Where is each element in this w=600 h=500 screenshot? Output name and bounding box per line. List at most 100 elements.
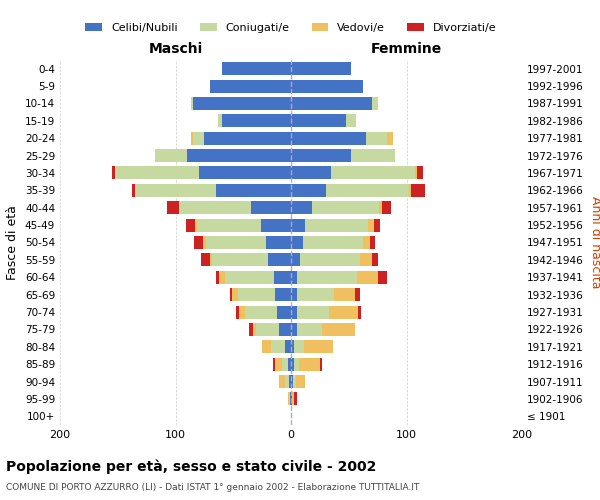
Bar [299, 358, 320, 370]
Bar [305, 218, 368, 232]
Bar [220, 270, 225, 284]
Bar [193, 97, 291, 110]
Bar [179, 201, 251, 214]
Bar [218, 114, 222, 128]
Bar [261, 218, 291, 232]
Bar [295, 392, 297, 406]
Bar [360, 254, 372, 266]
Bar [290, 392, 291, 406]
Bar [193, 132, 205, 144]
Bar [115, 166, 199, 179]
Bar [291, 218, 305, 232]
Bar [275, 358, 282, 370]
Bar [274, 270, 291, 284]
Bar [362, 236, 370, 249]
Bar [358, 306, 361, 318]
Bar [194, 236, 203, 249]
Bar [291, 306, 297, 318]
Bar [268, 254, 291, 266]
Bar [199, 166, 291, 179]
Bar [291, 288, 297, 301]
Bar [256, 323, 280, 336]
Bar [167, 201, 179, 214]
Bar [291, 375, 293, 388]
Text: Popolazione per età, sesso e stato civile - 2002: Popolazione per età, sesso e stato civil… [6, 460, 376, 474]
Bar [191, 132, 193, 144]
Bar [387, 132, 392, 144]
Bar [417, 166, 422, 179]
Bar [238, 288, 275, 301]
Bar [225, 270, 274, 284]
Bar [272, 358, 275, 370]
Text: Maschi: Maschi [148, 42, 203, 56]
Bar [197, 218, 261, 232]
Bar [289, 375, 291, 388]
Bar [210, 254, 212, 266]
Bar [203, 236, 206, 249]
Bar [280, 375, 285, 388]
Bar [239, 306, 245, 318]
Bar [155, 149, 187, 162]
Bar [372, 254, 377, 266]
Bar [366, 132, 387, 144]
Bar [285, 340, 291, 353]
Bar [251, 201, 291, 214]
Bar [297, 288, 334, 301]
Bar [415, 166, 417, 179]
Bar [287, 358, 291, 370]
Bar [205, 132, 291, 144]
Bar [191, 97, 193, 110]
Bar [291, 166, 331, 179]
Bar [295, 340, 304, 353]
Bar [370, 236, 376, 249]
Y-axis label: Fasce di età: Fasce di età [7, 205, 19, 280]
Legend: Celibi/Nubili, Coniugati/e, Vedovi/e, Divorziati/e: Celibi/Nubili, Coniugati/e, Vedovi/e, Di… [81, 18, 501, 37]
Bar [291, 62, 351, 75]
Bar [357, 270, 377, 284]
Bar [409, 184, 411, 197]
Bar [291, 80, 362, 92]
Bar [297, 270, 357, 284]
Bar [292, 392, 295, 406]
Bar [112, 166, 115, 179]
Bar [271, 340, 285, 353]
Bar [201, 254, 210, 266]
Bar [253, 323, 256, 336]
Bar [320, 358, 322, 370]
Bar [334, 288, 355, 301]
Bar [195, 218, 197, 232]
Bar [187, 149, 291, 162]
Bar [326, 184, 409, 197]
Bar [287, 392, 289, 406]
Bar [232, 288, 238, 301]
Bar [291, 358, 295, 370]
Bar [210, 80, 291, 92]
Bar [212, 254, 268, 266]
Bar [216, 184, 291, 197]
Bar [293, 375, 296, 388]
Bar [291, 340, 295, 353]
Bar [230, 288, 232, 301]
Bar [131, 184, 135, 197]
Bar [291, 323, 297, 336]
Bar [291, 270, 297, 284]
Bar [297, 323, 322, 336]
Bar [277, 306, 291, 318]
Bar [222, 62, 291, 75]
Bar [297, 306, 329, 318]
Bar [291, 184, 326, 197]
Bar [374, 218, 380, 232]
Bar [291, 132, 366, 144]
Bar [236, 306, 239, 318]
Bar [206, 236, 266, 249]
Bar [291, 254, 300, 266]
Bar [322, 323, 355, 336]
Bar [222, 114, 291, 128]
Bar [291, 392, 292, 406]
Bar [291, 114, 346, 128]
Bar [289, 392, 290, 406]
Bar [285, 375, 289, 388]
Bar [355, 288, 360, 301]
Bar [312, 201, 379, 214]
Bar [351, 149, 395, 162]
